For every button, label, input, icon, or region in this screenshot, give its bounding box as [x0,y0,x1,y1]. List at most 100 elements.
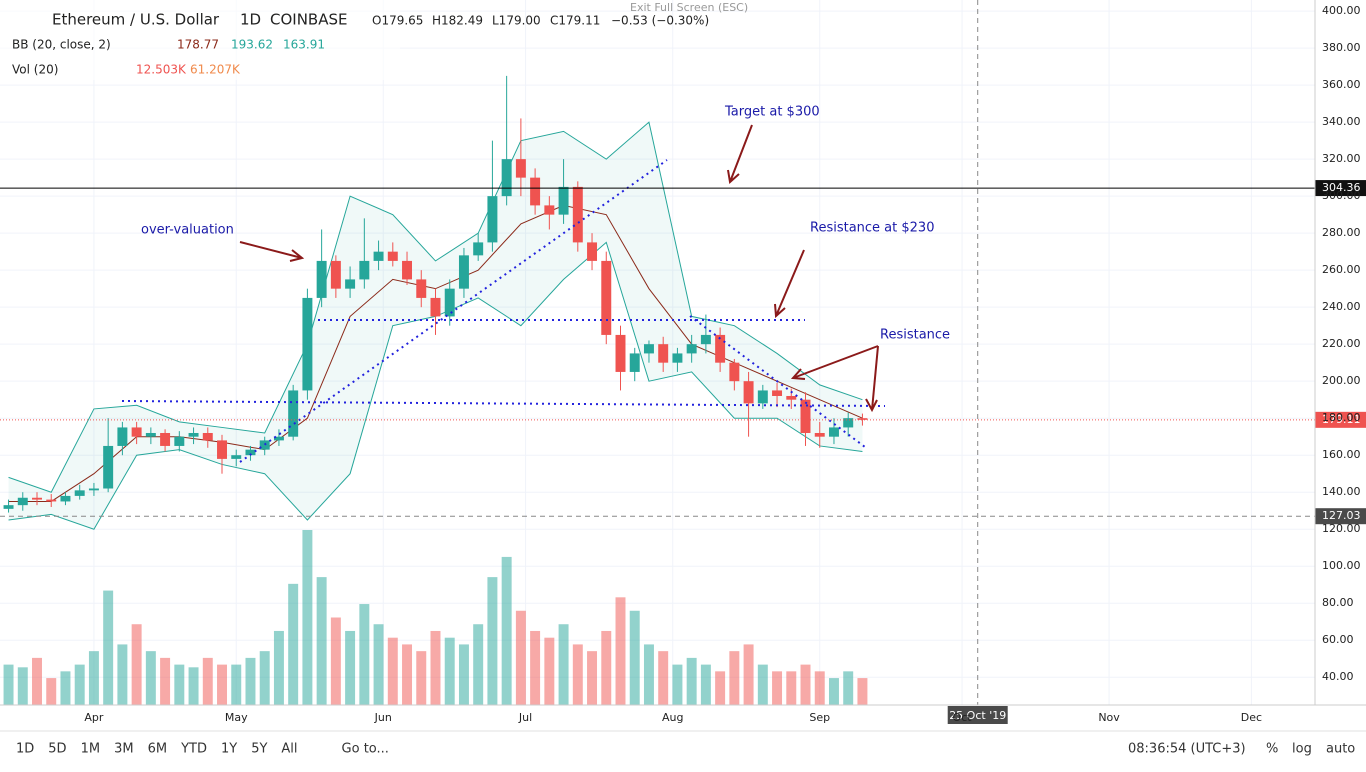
goto-button[interactable]: Go to... [342,742,389,757]
volume-bar [245,657,256,705]
arrows [239,124,879,413]
y-tick-label: 300.00 [1322,189,1361,202]
y-tick-label: 400.00 [1322,4,1361,17]
ohlc-high: H182.49 [432,14,483,28]
range-button[interactable]: 5Y [251,742,267,757]
volume-bar [601,630,612,705]
annotation: Resistance [880,328,950,343]
volume-bar [786,671,797,705]
y-tick-label: 360.00 [1322,78,1361,91]
volume-bar [202,657,213,705]
volume-bar [387,637,398,705]
candle-body [658,344,669,363]
range-button[interactable]: 6M [148,742,168,757]
candle-body [288,390,299,437]
volume-bar [857,678,868,705]
volume-bar [814,671,825,705]
volume-bar [672,664,683,705]
candle-body [772,390,783,396]
candle-body [273,436,284,441]
candle-body [800,399,811,433]
crosshair-date: 25 Oct '19 [949,709,1006,722]
candle-body [530,177,541,206]
exit-fullscreen[interactable]: Exit Full Screen (ESC) [630,1,748,14]
volume-bar [160,657,171,705]
arrow [790,345,879,380]
candle-body [188,432,199,437]
range-button[interactable]: 3M [114,742,134,757]
candle-body [103,445,114,489]
candle-body [843,418,854,428]
range-button[interactable]: 1Y [221,742,237,757]
volume-bar [729,651,740,705]
x-tick-label: Sep [809,711,830,724]
scale-option[interactable]: % [1266,742,1278,757]
scale-option[interactable]: auto [1326,742,1355,757]
candle-body [46,499,57,502]
y-tick-label: 200.00 [1322,374,1361,387]
range-button[interactable]: 1M [81,742,101,757]
y-tick-label: 100.00 [1322,559,1361,572]
interval: 1D [240,11,261,29]
last-price-label: 179.11 [1322,413,1361,426]
candle-body [672,353,683,363]
candle-body [387,251,398,261]
indicator-label[interactable]: Vol (20) [12,63,58,77]
candle-body [259,440,270,450]
volume-bar [629,610,640,705]
volume-bar [217,664,227,705]
candle-body [3,505,14,509]
candle-body [572,186,583,243]
candle-body [202,432,213,441]
y-tick-label: 160.00 [1322,448,1361,461]
legend-bg [0,0,400,80]
range-button[interactable]: All [281,742,297,757]
ohlc-open: O179.65 [372,14,423,28]
range-button[interactable]: YTD [180,742,207,757]
volume-bar [32,657,42,705]
volume-bar [345,630,356,705]
annotation: Resistance at $230 [810,221,934,236]
candle-body [601,260,612,335]
range-button[interactable]: 5D [48,742,66,757]
indicator-value: 12.503K [136,63,187,77]
bollinger-upper [8,121,863,493]
range-button[interactable]: 1D [16,742,34,757]
candle-body [814,432,825,437]
level-label: 304.36 [1322,181,1361,194]
change: −0.53 (−0.30%) [611,14,709,28]
x-tick-label: Aug [662,711,683,724]
symbol[interactable]: Ethereum / U.S. Dollar [52,11,220,29]
volume-bar [501,556,512,705]
candle-body [74,490,85,496]
indicator-label[interactable]: BB (20, close, 2) [12,38,111,52]
candle-body [430,297,441,317]
volume-bar [772,671,783,705]
volume-bar [587,651,598,705]
candle-body [32,497,42,500]
crosshair-tag [1315,508,1366,525]
candle-body [828,427,839,437]
scale-option[interactable]: log [1292,742,1312,757]
volume-bar [458,644,469,705]
candle-body [544,205,555,215]
volume-bar [515,610,526,705]
candle-body [686,344,697,354]
y-tick-label: 240.00 [1322,300,1361,313]
volume-bar [828,678,839,705]
breakout-line [121,400,886,407]
candle-body [416,279,427,298]
volume-bar [572,644,583,705]
candle-body [743,381,754,404]
volume-bar [88,651,99,705]
crosshair-price: 127.03 [1322,509,1361,522]
ohlc-low: L179.00 [492,14,541,28]
volume-bar [558,624,569,705]
volume-bar [487,577,498,705]
candle-body [373,251,384,261]
volume-bar [373,624,384,705]
volume-bar [117,644,128,705]
candle-body [345,279,356,289]
exchange: COINBASE [270,11,347,29]
